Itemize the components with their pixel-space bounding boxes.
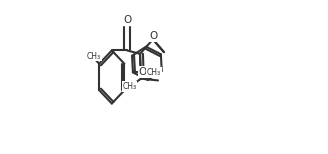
Text: O: O: [150, 31, 158, 41]
Text: CH₃: CH₃: [87, 52, 101, 61]
Text: O: O: [123, 15, 131, 25]
Text: O: O: [138, 67, 147, 77]
Text: CH₃: CH₃: [147, 68, 161, 77]
Text: CH₃: CH₃: [122, 82, 136, 91]
